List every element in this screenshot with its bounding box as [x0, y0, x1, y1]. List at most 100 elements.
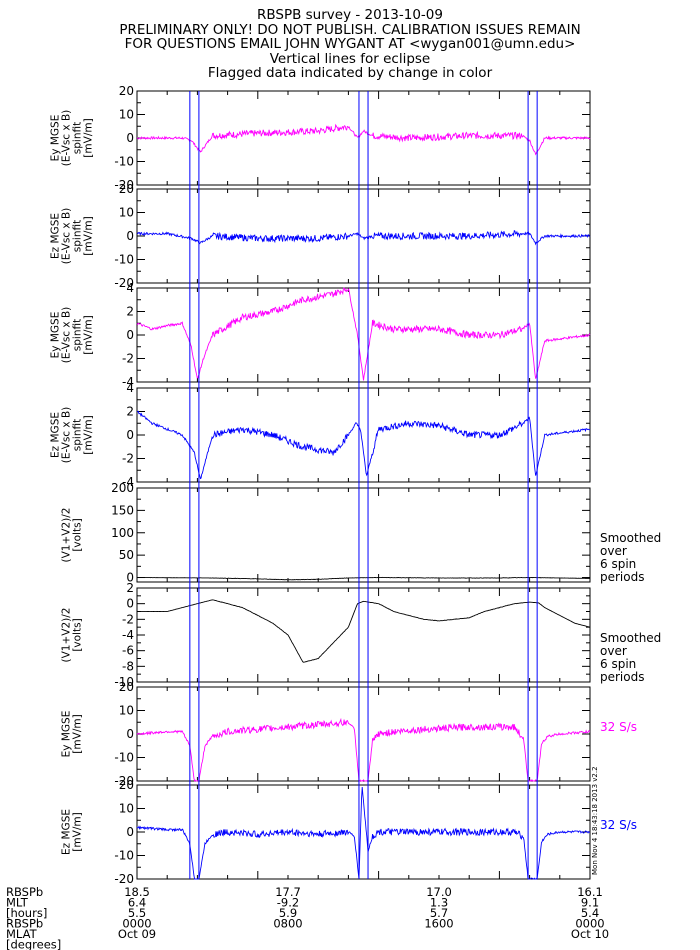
panel-frame: [136, 188, 591, 284]
y-tick-label: -8: [122, 659, 134, 673]
panel-side-label: 32 S/s: [600, 818, 637, 832]
footer-row-label: MLAT: [6, 927, 38, 941]
footer-value: -9.2: [277, 896, 299, 910]
y-tick-label: 10: [119, 206, 134, 220]
panel-side-label: over: [600, 544, 627, 558]
panel-side-label: periods: [600, 670, 644, 684]
y-axis-label: (V1+V2)/2[volts]: [61, 608, 84, 663]
header-contact: FOR QUESTIONS EMAIL JOHN WYGANT AT <wyga…: [124, 36, 576, 52]
data-trace: [136, 717, 591, 782]
panel-side-label: 6 spin: [600, 557, 636, 571]
y-axis-label: Ey MGSE(E-Vsc x B)spinfit[mV/m]: [50, 307, 95, 364]
y-axis-label-line: Ez MGSE: [61, 809, 73, 855]
panel-side-label: Smoothed: [600, 531, 661, 545]
y-tick-label: -4: [122, 475, 134, 489]
data-trace: [136, 599, 591, 663]
y-tick-label: 0: [126, 229, 134, 243]
footer-row-label: RBSPb: [6, 885, 43, 899]
y-axis-label: Ey MGSE[mV/m]: [61, 711, 84, 758]
y-axis-label-line: (E-Vsc x B): [61, 407, 73, 464]
y-tick-label: -10: [114, 253, 134, 267]
y-axis-label-line: Ey MGSE: [50, 115, 62, 162]
footer-row-label: MLT: [6, 896, 29, 910]
y-tick-label: -20: [114, 774, 134, 788]
y-tick-label: -10: [114, 849, 134, 863]
footer-row-label: [degrees]: [6, 938, 61, 950]
y-tick-label: 0: [126, 131, 134, 145]
y-axis-label-line: (V1+V2)/2: [61, 508, 73, 563]
y-tick-label: 2: [126, 581, 134, 595]
footer-value: 0000: [122, 917, 151, 931]
y-tick-label: -10: [114, 155, 134, 169]
y-axis-label-line: spinfit: [72, 220, 84, 252]
y-tick-label: 20: [119, 84, 134, 98]
panel-frame: [136, 287, 591, 383]
footer-value: 0800: [273, 917, 302, 931]
y-axis-label-line: Ez MGSE: [50, 412, 62, 458]
panel-frame: [136, 90, 591, 186]
y-tick-label: -2: [122, 612, 134, 626]
y-tick-label: -20: [114, 872, 134, 886]
y-tick-label: 50: [119, 548, 134, 562]
y-tick-label: 0: [126, 428, 134, 442]
y-tick-label: -20: [114, 276, 134, 290]
y-tick-label: -4: [122, 375, 134, 389]
y-axis-label-line: Ey MGSE: [61, 711, 73, 758]
footer-value: 1600: [424, 917, 453, 931]
y-axis-label-line: (E-Vsc x B): [61, 307, 73, 364]
y-axis-label-line: [mV/m]: [83, 415, 95, 454]
y-axis-label-line: [volts]: [72, 518, 84, 551]
y-tick-label: 20: [119, 778, 134, 792]
footer-row-label: [hours]: [6, 906, 47, 920]
footer-value: Oct 09: [118, 927, 156, 941]
data-trace: [136, 787, 591, 880]
data-trace: [136, 229, 591, 246]
y-tick-label: -10: [114, 751, 134, 765]
data-trace: [136, 576, 591, 581]
y-axis-label: (V1+V2)/2[volts]: [61, 508, 84, 563]
data-trace: [136, 123, 591, 156]
footer-value: 0000: [575, 917, 604, 931]
y-tick-label: 0: [126, 597, 134, 611]
y-tick-label: -10: [114, 675, 134, 689]
footer-value: 5.9: [279, 906, 297, 920]
y-axis-label: Ey MGSE(E-Vsc x B)spinfit[mV/m]: [50, 110, 95, 167]
header-eclipse-note: Vertical lines for eclipse: [269, 50, 431, 67]
y-tick-label: 200: [111, 481, 134, 495]
panel-side-label: 6 spin: [600, 657, 636, 671]
y-tick-label: 0: [126, 571, 134, 585]
y-tick-label: -2: [122, 452, 134, 466]
header-warning: PRELIMINARY ONLY! DO NOT PUBLISH. CALIBR…: [119, 21, 581, 38]
y-tick-label: 10: [119, 108, 134, 122]
y-axis-label-line: (V1+V2)/2: [61, 608, 73, 663]
y-axis-label-line: [mV/m]: [83, 315, 95, 354]
footer-value: 17.0: [426, 885, 452, 899]
footer-value: 17.7: [275, 885, 301, 899]
y-axis-label: Ez MGSE[mV/m]: [61, 809, 84, 855]
header-title: RBSPB survey - 2013-10-09: [256, 7, 443, 23]
y-tick-label: 0: [126, 328, 134, 342]
y-tick-label: -4: [122, 628, 134, 642]
y-axis-label-line: [mV/m]: [72, 714, 84, 753]
footer-value: 18.5: [124, 885, 150, 899]
y-axis-label: Ez MGSE(E-Vsc x B)spinfit[mV/m]: [50, 208, 95, 265]
y-tick-label: 0: [126, 727, 134, 741]
y-axis-label-line: (E-Vsc x B): [61, 110, 73, 167]
footer-value: 16.1: [577, 885, 603, 899]
y-tick-label: 10: [119, 704, 134, 718]
panel-frame: [136, 487, 591, 583]
panel-side-label: periods: [600, 570, 644, 584]
y-axis-label-line: [mV/m]: [83, 118, 95, 157]
y-axis-label-line: [volts]: [72, 618, 84, 651]
panel-side-label: 32 S/s: [600, 720, 637, 734]
footer-value: 9.1: [581, 896, 599, 910]
y-tick-label: 2: [126, 405, 134, 419]
y-axis-label-line: spinfit: [72, 122, 84, 154]
y-axis-label-line: [mV/m]: [83, 216, 95, 255]
y-axis-label-line: Ez MGSE: [50, 213, 62, 259]
footer-value: 5.4: [581, 906, 599, 920]
header-flag-note: Flagged data indicated by change in colo…: [207, 65, 493, 81]
y-tick-label: 4: [126, 381, 134, 395]
y-tick-label: 2: [126, 305, 134, 319]
